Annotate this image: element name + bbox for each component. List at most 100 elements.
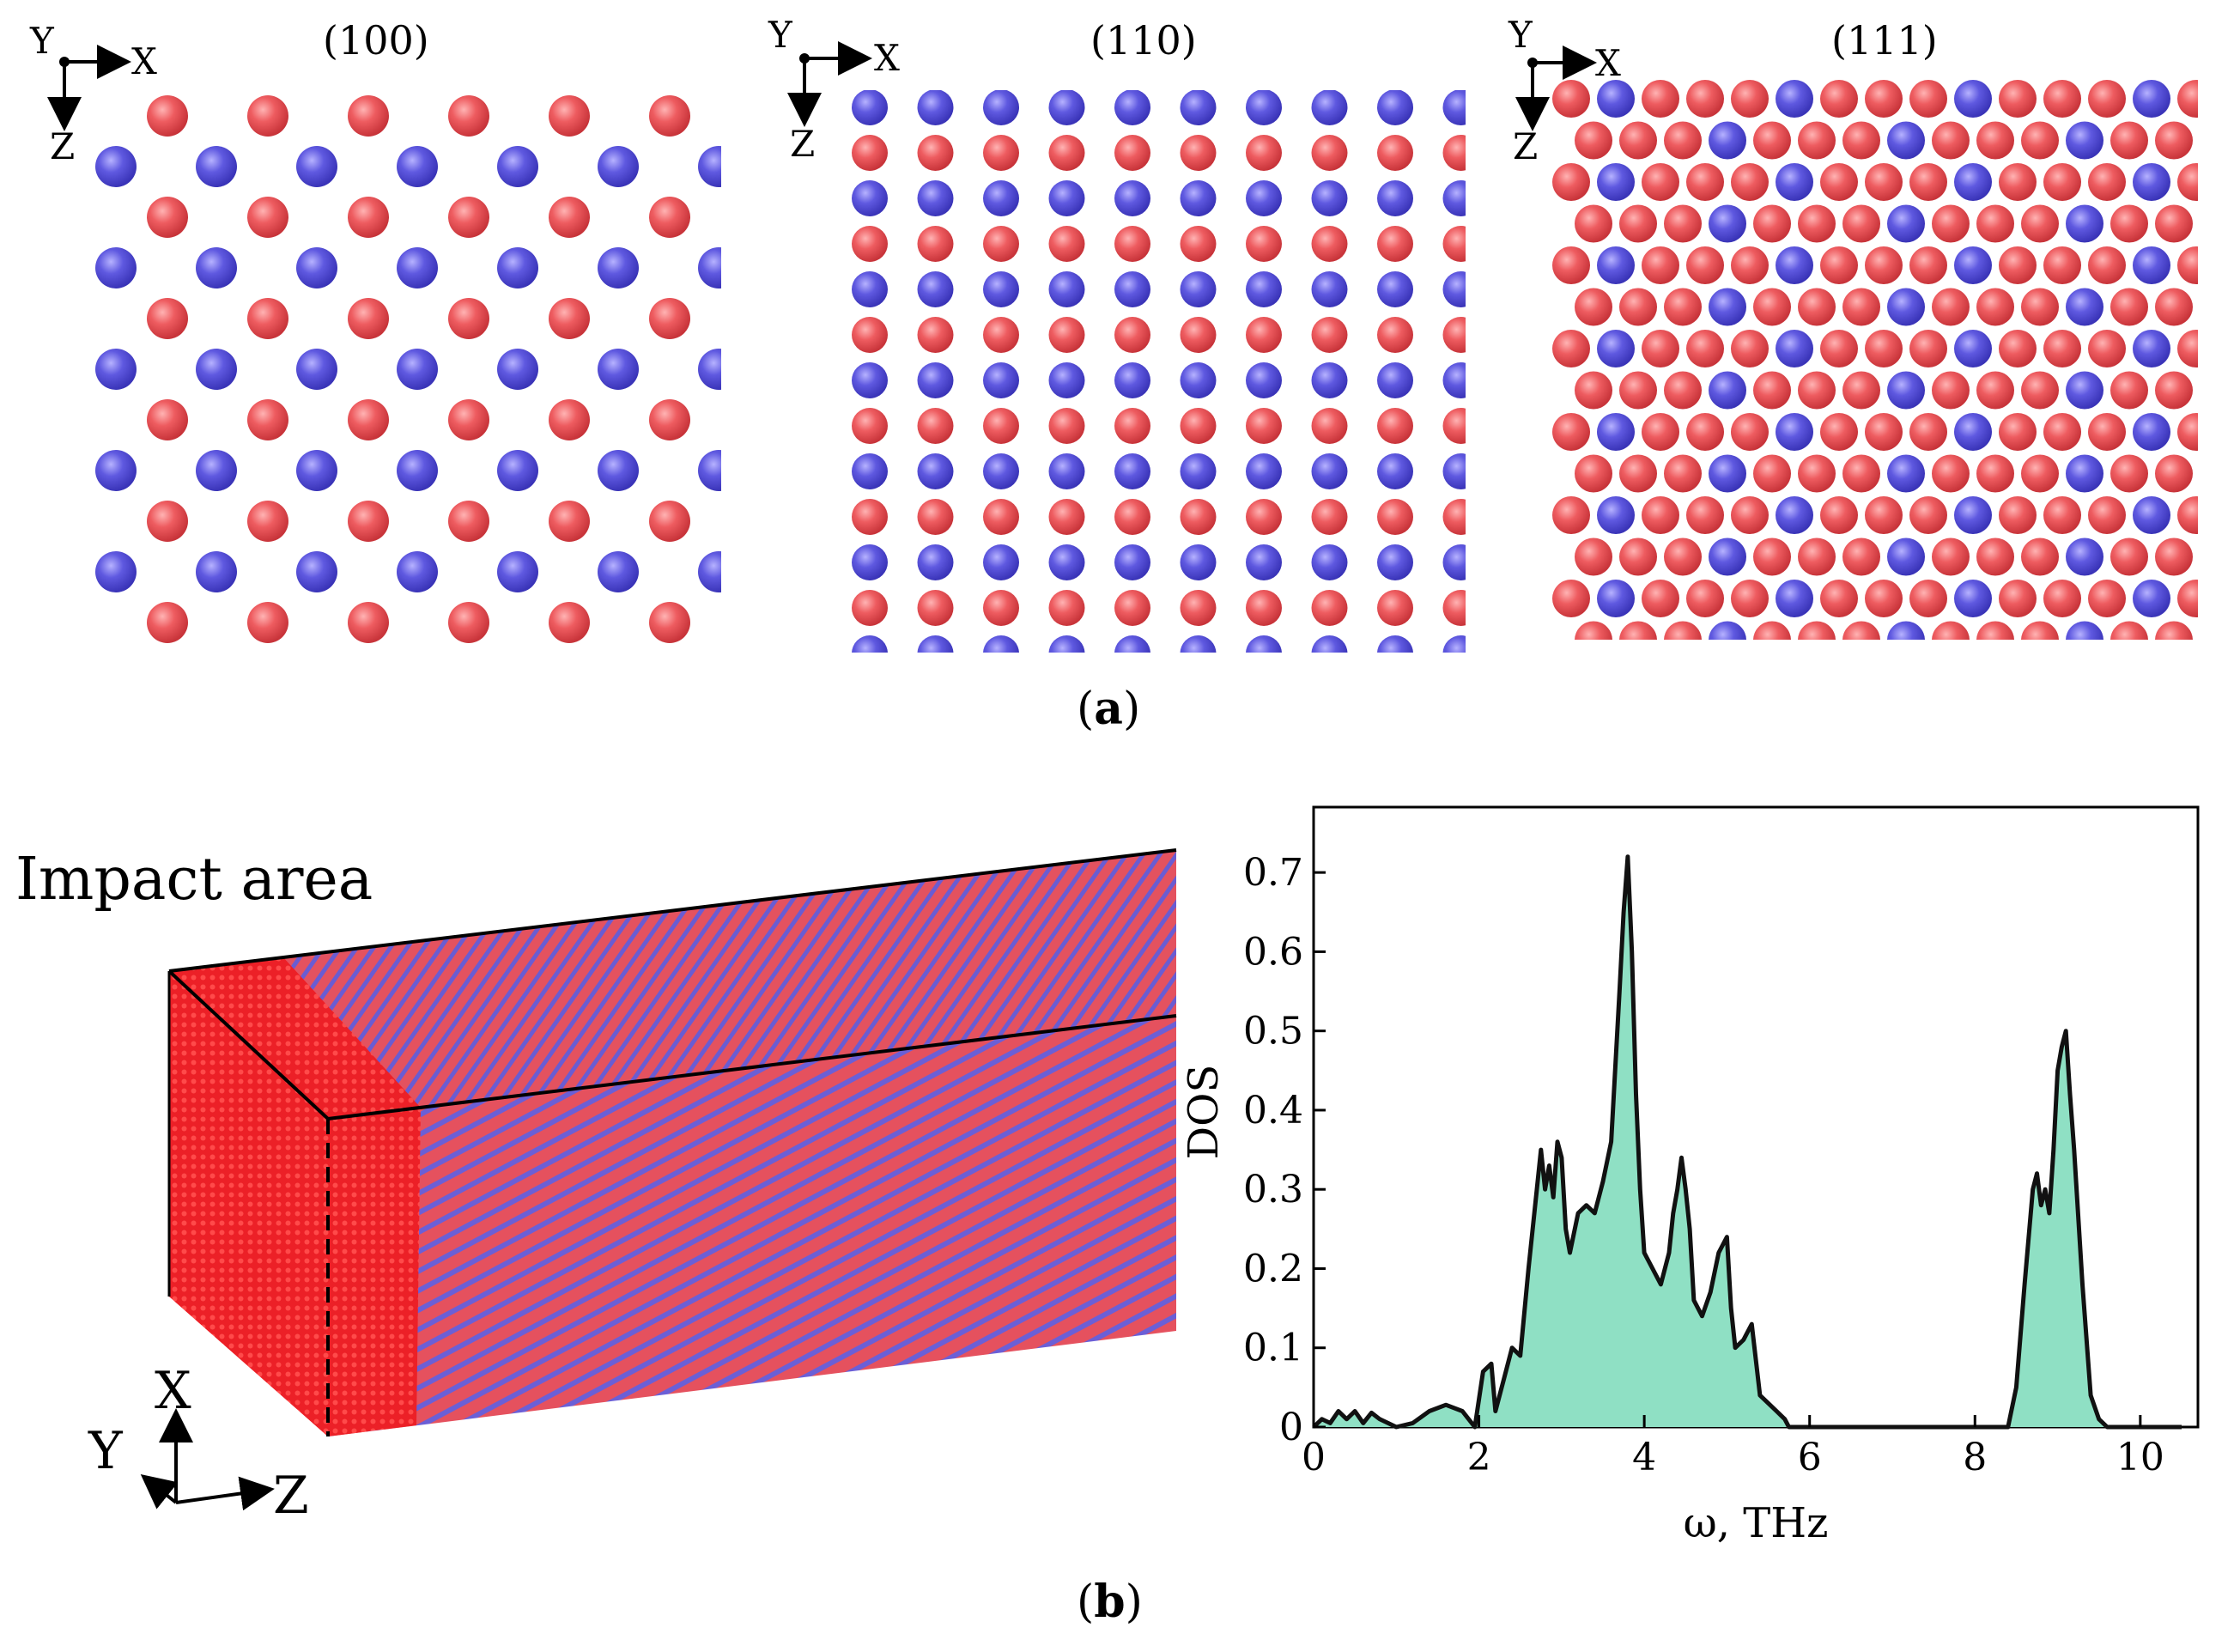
atom-blue <box>1114 453 1150 489</box>
atom-red <box>1753 204 1791 243</box>
atom-red <box>1048 135 1085 171</box>
atom-blue <box>917 362 954 398</box>
axis-label-x: X <box>131 40 157 82</box>
atom-blue <box>1180 362 1217 398</box>
atom-red <box>917 135 954 171</box>
atom-red <box>917 317 954 353</box>
atom-red <box>1976 121 2014 160</box>
atom-red <box>917 499 954 535</box>
atom-blue <box>1709 204 1746 243</box>
atom-red <box>1932 121 1970 160</box>
atom-red <box>549 95 590 137</box>
atom-red <box>2110 621 2148 640</box>
atom-red <box>1377 499 1413 535</box>
atom-red <box>247 399 288 440</box>
dos-line <box>1312 854 2182 1430</box>
atom-blue <box>2066 371 2103 410</box>
atom-red <box>1180 135 1217 171</box>
atom-red <box>247 298 288 339</box>
atom-red <box>1642 496 1679 534</box>
atom-blue <box>1709 288 1746 326</box>
atom-red <box>1575 371 1612 410</box>
atom-red <box>1552 413 1590 451</box>
atom-red <box>983 499 1019 535</box>
atom-blue <box>2066 204 2103 243</box>
atom-red <box>1909 580 1947 617</box>
atom-red <box>2155 371 2193 410</box>
atom-blue <box>598 247 639 288</box>
atom-red <box>1246 590 1282 626</box>
atom-blue <box>95 450 137 491</box>
atom-red <box>649 399 690 440</box>
atom-blue <box>1776 580 1813 617</box>
axis-triad-100: Y X Z <box>29 20 157 167</box>
atom-blue <box>1597 496 1635 534</box>
atom-red <box>1114 408 1150 444</box>
atom-red <box>2155 454 2193 493</box>
atom-blue <box>852 180 888 216</box>
atom-blue <box>397 450 438 491</box>
atom-red <box>1731 413 1769 451</box>
atom-red <box>1114 226 1150 262</box>
atom-blue <box>1709 121 1746 160</box>
atom-red <box>1311 226 1348 262</box>
atom-red <box>649 95 690 137</box>
atom-red <box>1909 413 1947 451</box>
atom-red <box>2155 621 2193 640</box>
atom-blue <box>2066 121 2103 160</box>
atom-blue <box>196 551 237 592</box>
y-axis-label: DOS <box>1180 1065 1228 1160</box>
atom-red <box>147 197 188 238</box>
atom-red <box>1798 288 1836 326</box>
atom-red <box>1575 454 1612 493</box>
atom-blue <box>1776 413 1813 451</box>
atom-blue <box>1311 90 1348 125</box>
atom-red <box>1686 496 1724 534</box>
atom-red <box>1180 226 1217 262</box>
atom-red <box>917 226 954 262</box>
atom-red <box>1114 317 1150 353</box>
atom-red <box>2177 330 2198 367</box>
atom-blue <box>296 349 337 390</box>
atom-red <box>1246 226 1282 262</box>
atom-blue <box>1114 544 1150 580</box>
atom-blue <box>1597 80 1635 118</box>
atom-red <box>2177 413 2198 451</box>
atom-red <box>247 95 288 137</box>
view-title-100: (100) <box>323 17 429 64</box>
atom-blue <box>917 271 954 307</box>
atom-red <box>1619 621 1657 640</box>
atom-blue <box>1246 362 1282 398</box>
atom-red <box>1820 330 1858 367</box>
atom-blue <box>2066 538 2103 576</box>
atom-blue <box>1114 635 1150 653</box>
atom-blue <box>196 247 237 288</box>
atom-red <box>448 298 489 339</box>
atom-blue <box>1887 538 1925 576</box>
atom-blue <box>497 349 538 390</box>
atom-red <box>147 399 188 440</box>
atom-blue <box>1114 180 1150 216</box>
atom-red <box>2177 580 2198 617</box>
axis-label-y: Y <box>29 20 55 62</box>
atom-blue <box>95 551 137 592</box>
atom-red <box>147 298 188 339</box>
atom-red <box>852 590 888 626</box>
atom-blue <box>1048 271 1085 307</box>
atom-red <box>2088 163 2126 201</box>
atom-blue <box>1776 330 1813 367</box>
atom-red <box>852 226 888 262</box>
atom-red <box>1552 246 1590 284</box>
atom-blue <box>1377 635 1413 653</box>
atom-red <box>147 95 188 137</box>
atom-red <box>983 408 1019 444</box>
atom-red <box>1999 80 2037 118</box>
atom-blue <box>1180 635 1217 653</box>
atom-blue <box>917 453 954 489</box>
atom-red <box>852 317 888 353</box>
atom-red <box>1048 317 1085 353</box>
atom-blue <box>1048 635 1085 653</box>
atom-red <box>2021 454 2059 493</box>
atom-blue <box>397 551 438 592</box>
atom-red <box>1619 454 1657 493</box>
